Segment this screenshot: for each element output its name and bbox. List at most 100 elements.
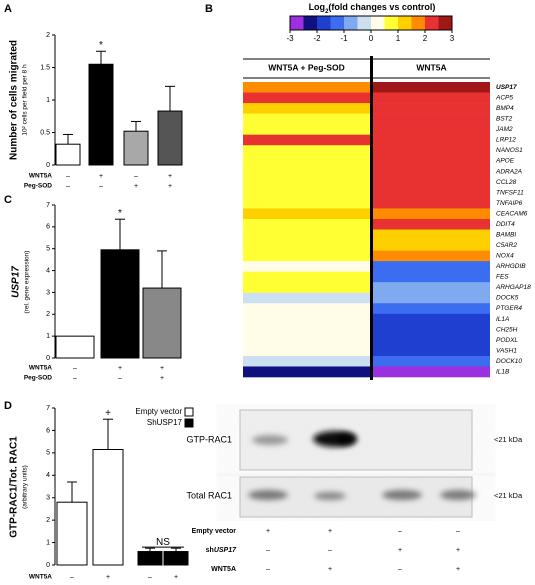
y-tick-label: 0 bbox=[46, 162, 50, 169]
panel-letter: C bbox=[4, 194, 12, 206]
band bbox=[252, 435, 288, 445]
blot-row-label: GTP-RAC1 bbox=[186, 434, 232, 444]
heat-cell bbox=[373, 145, 490, 157]
gene-label: ARHGAP18 bbox=[495, 284, 531, 291]
band bbox=[440, 490, 476, 500]
y-tick-label: 4 bbox=[46, 472, 50, 479]
heat-cell bbox=[243, 155, 370, 167]
gene-label: VASH1 bbox=[496, 347, 517, 354]
gene-label: CH25H bbox=[496, 326, 518, 333]
colorbar-tick-label: -2 bbox=[313, 34, 321, 43]
heat-cell bbox=[373, 124, 490, 135]
heat-cell bbox=[243, 92, 370, 104]
heat-cell bbox=[373, 229, 490, 241]
condition-label: WNT5A bbox=[29, 365, 52, 372]
y-tick-label: 0 bbox=[46, 562, 50, 569]
heat-cell bbox=[373, 92, 490, 104]
heat-cell bbox=[243, 187, 370, 199]
blot-size-label: <21 kDa bbox=[494, 491, 523, 500]
band-core bbox=[337, 433, 355, 445]
bar bbox=[142, 287, 182, 359]
condition-sign: – bbox=[70, 574, 74, 581]
y-tick-label: 6 bbox=[46, 224, 50, 231]
column-header: WNT5A + Peg-SOD bbox=[268, 62, 344, 72]
heat-cell bbox=[243, 313, 370, 325]
condition-label: Peg-SOD bbox=[24, 375, 52, 382]
annotation: * bbox=[99, 40, 103, 51]
condition-sign: – bbox=[118, 375, 122, 382]
gene-label: CEACAM6 bbox=[496, 210, 528, 217]
y-tick-label: 2 bbox=[46, 311, 50, 318]
heat-cell bbox=[243, 208, 370, 220]
gene-label: APOE bbox=[495, 158, 515, 165]
condition-label: WNT5A bbox=[29, 574, 52, 581]
blot-condition-label: WNT5A bbox=[211, 566, 236, 573]
heat-cell bbox=[373, 345, 490, 357]
condition-sign: – bbox=[73, 375, 77, 382]
blot-condition-sign: + bbox=[398, 547, 402, 554]
heat-cell bbox=[373, 261, 490, 272]
blot-condition-sign: + bbox=[456, 566, 460, 573]
y-tick-label: 5 bbox=[46, 450, 50, 457]
bar bbox=[163, 551, 189, 566]
legend-swatch bbox=[184, 418, 194, 428]
y-label-sub: 10² cells per field per 8 h bbox=[22, 64, 29, 136]
heat-cell bbox=[243, 113, 370, 125]
colorbar-cell bbox=[411, 16, 426, 30]
heat-cell bbox=[243, 134, 370, 146]
y-label: USP17 bbox=[11, 266, 22, 298]
y-label-sub: (rel. gene expression) bbox=[24, 251, 31, 314]
colorbar-cell bbox=[425, 16, 439, 30]
condition-sign: + bbox=[118, 365, 122, 372]
heat-cell bbox=[373, 134, 490, 146]
y-label: GTP-RAC1/Tot. RAC1 bbox=[9, 436, 20, 538]
y-tick-label: 7 bbox=[46, 405, 50, 412]
gene-label: ARHGDIB bbox=[495, 263, 526, 270]
gene-label: BMP4 bbox=[496, 105, 514, 112]
colorbar-tick-label: 2 bbox=[423, 34, 428, 43]
gene-label: NOX4 bbox=[496, 253, 514, 260]
heat-cell bbox=[373, 113, 490, 125]
condition-sign: + bbox=[168, 183, 172, 190]
blot-condition-label: Empty vector bbox=[192, 528, 237, 535]
colorbar-tick-label: 0 bbox=[369, 34, 374, 43]
y-tick-label: 2 bbox=[46, 32, 50, 39]
colorbar-title-sub: 2 bbox=[325, 9, 329, 15]
blot-condition-gene: USP17 bbox=[214, 547, 237, 554]
condition-sign: – bbox=[66, 183, 70, 190]
heat-cell bbox=[373, 303, 490, 315]
heat-cell bbox=[243, 218, 370, 230]
heat-cell bbox=[243, 292, 370, 304]
y-tick-label: 1 bbox=[46, 333, 50, 340]
gene-label: LRP12 bbox=[496, 137, 516, 144]
condition-sign: – bbox=[73, 365, 77, 372]
heat-cell bbox=[373, 334, 490, 346]
gene-label: PTGER4 bbox=[496, 305, 522, 312]
y-tick-label: 6 bbox=[46, 427, 50, 434]
colorbar-cell bbox=[371, 16, 385, 30]
heat-cell bbox=[373, 208, 490, 220]
y-label-group: USP17 (rel. gene expression) bbox=[11, 251, 31, 314]
column-header: WNT5A bbox=[416, 62, 446, 72]
blot-condition-sign: – bbox=[328, 547, 332, 554]
y-label-sub: (arbitrary units) bbox=[22, 465, 29, 509]
condition-label: Peg-SOD bbox=[24, 183, 52, 190]
gene-label: USP17 bbox=[496, 84, 517, 91]
heat-cell bbox=[243, 145, 370, 157]
heat-cell bbox=[243, 282, 370, 294]
heat-cell bbox=[243, 229, 370, 241]
condition-sign: + bbox=[160, 375, 164, 382]
gene-label: BST2 bbox=[496, 116, 513, 123]
heat-cell bbox=[373, 313, 490, 325]
heat-cell bbox=[373, 155, 490, 167]
gene-label: ADRA2A bbox=[495, 168, 522, 175]
gene-label: CCL28 bbox=[496, 179, 517, 186]
heat-cell bbox=[243, 303, 370, 315]
gene-label: FES bbox=[496, 274, 509, 281]
heat-cell bbox=[243, 366, 370, 378]
blot-size-label: <21 kDa bbox=[494, 435, 523, 444]
gene-label: IL1A bbox=[496, 316, 509, 323]
gene-label: DOCK10 bbox=[496, 358, 522, 365]
y-tick-label: 5 bbox=[46, 246, 50, 253]
